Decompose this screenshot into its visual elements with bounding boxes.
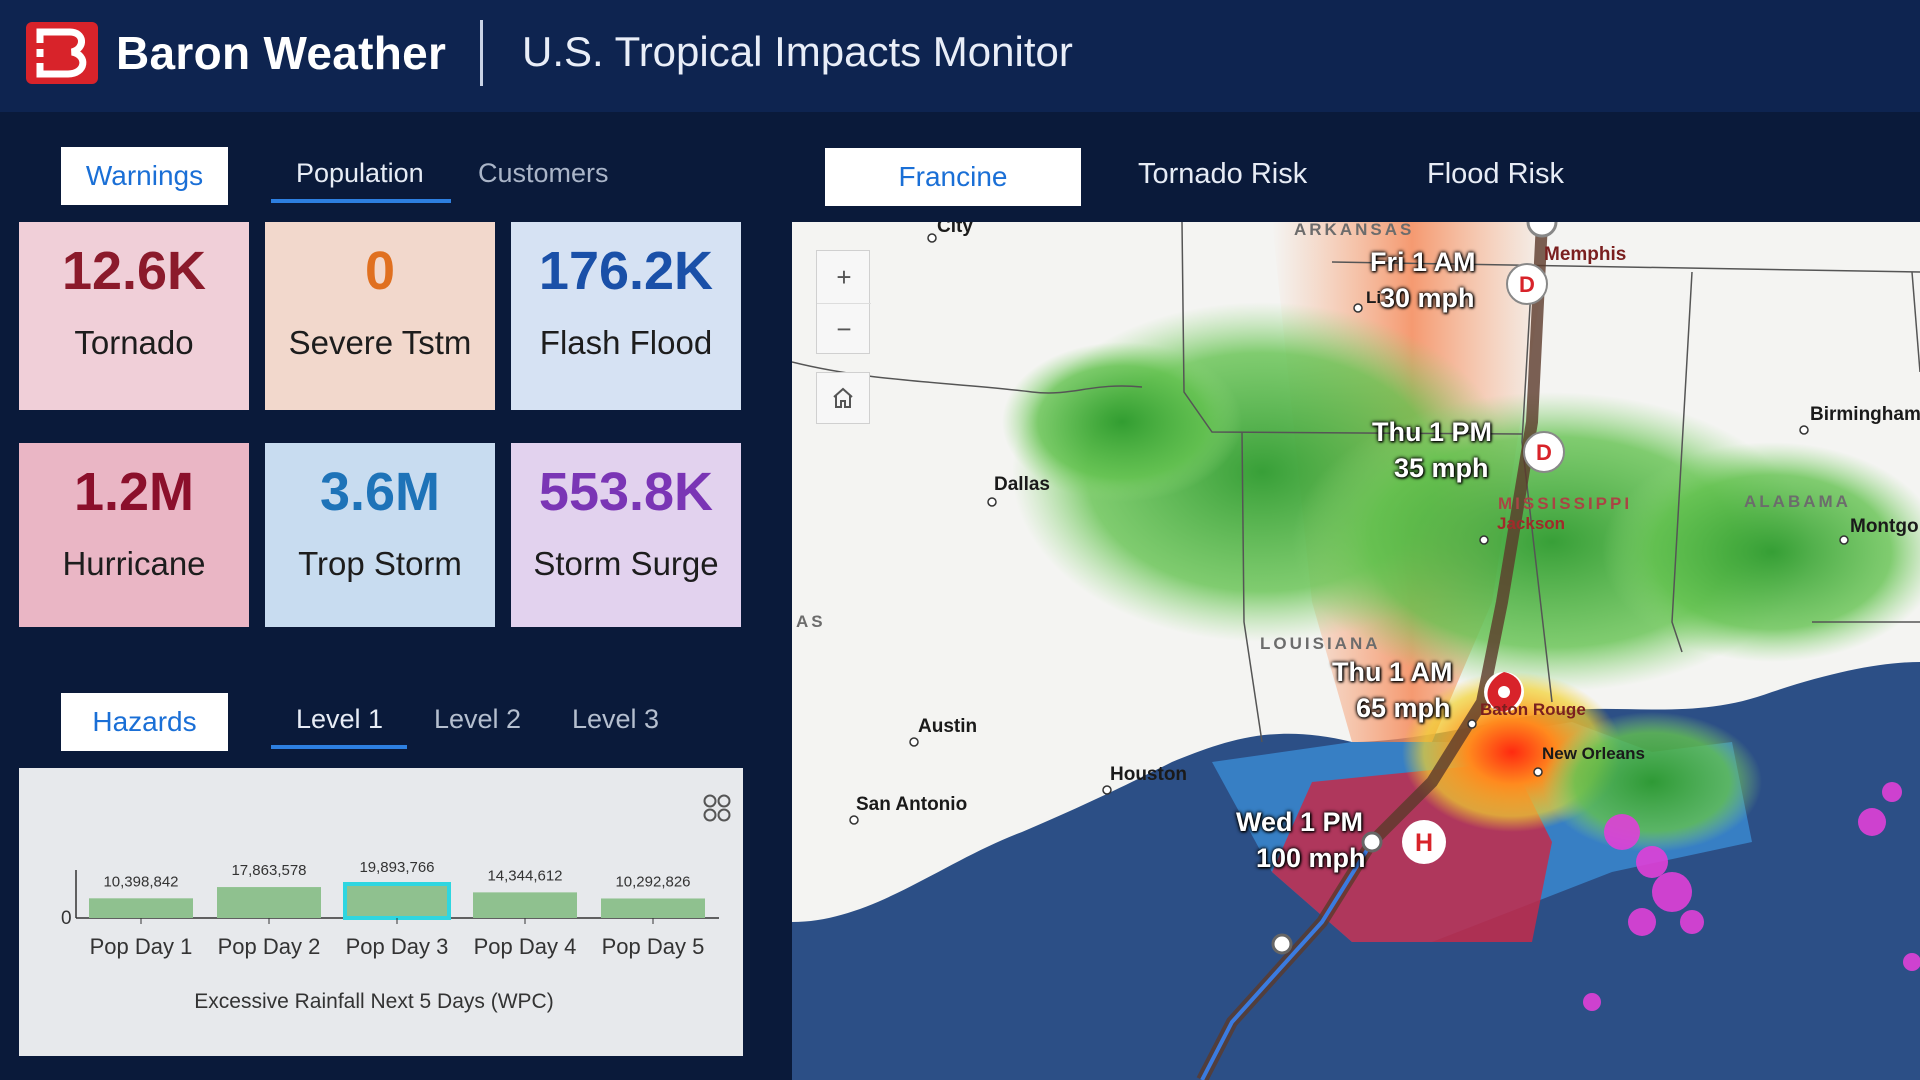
city-label: Austin: [918, 716, 978, 737]
city-label: City: [937, 222, 973, 237]
city-label: Jackson: [1497, 514, 1566, 533]
bar-value-label: 10,398,842: [103, 873, 178, 890]
stat-tile-tornado[interactable]: 12.6K Tornado: [19, 222, 249, 410]
stat-value: 3.6M: [319, 462, 441, 522]
state-label: ALABAMA: [1744, 492, 1851, 511]
tab-tornado-risk[interactable]: Tornado Risk: [1138, 158, 1308, 190]
tab-level-1[interactable]: Level 1: [296, 704, 384, 734]
x-tick-label: Pop Day 1: [90, 934, 193, 959]
state-label: AS: [796, 612, 826, 631]
tab-level-2[interactable]: Level 2: [434, 704, 522, 734]
rainfall-chart-card: 0 10,398,842 Pop Day 1 17,863,578 Pop Day 2 1…: [19, 768, 743, 1056]
x-tick-label: Pop Day 3: [346, 934, 449, 959]
forecast-point-thu-pm: Thu 1 PM 35 mph: [1372, 417, 1492, 483]
bar-value-label: 10,292,826: [615, 873, 690, 890]
bar-value-label: 14,344,612: [487, 867, 562, 884]
hurricane-marker-icon: H: [1402, 820, 1446, 864]
city-label: Houston: [1110, 764, 1188, 785]
tab-customers[interactable]: Customers: [478, 158, 609, 188]
city-label: New Orleans: [1542, 744, 1645, 763]
map-canvas: D D H: [792, 222, 1920, 1080]
forecast-point-wed: Wed 1 PM 100 mph: [1236, 807, 1366, 873]
city-label: Li: [1366, 288, 1382, 307]
state-label: ARKANSAS: [1294, 222, 1415, 239]
tab-hazards[interactable]: Hazards: [61, 693, 228, 751]
tab-flood-risk[interactable]: Flood Risk: [1427, 158, 1564, 190]
stat-tile-severe-tstm[interactable]: 0 Severe Tstm: [265, 222, 495, 410]
y-tick-label: 0: [61, 908, 72, 929]
stat-label: Trop Storm: [298, 545, 462, 582]
stat-tile-storm-surge[interactable]: 553.8K Storm Surge: [511, 443, 741, 627]
forecast-point-thu-am: Thu 1 AM 65 mph: [1332, 657, 1453, 723]
tab-population-underline: [271, 199, 451, 203]
stat-tile-flash-flood[interactable]: 176.2K Flash Flood: [511, 222, 741, 410]
city-label: Memphis: [1544, 244, 1627, 265]
stat-tile-trop-storm[interactable]: 3.6M Trop Storm: [265, 443, 495, 627]
stat-value: 553.8K: [538, 462, 714, 522]
zoom-out-button[interactable]: −: [817, 303, 871, 355]
state-label: LOUISIANA: [1260, 634, 1381, 653]
stat-label: Hurricane: [62, 545, 206, 582]
tab-francine[interactable]: Francine: [825, 148, 1081, 206]
tab-population[interactable]: Population: [296, 158, 424, 188]
x-tick-label: Pop Day 5: [602, 934, 705, 959]
bar-value-label: 19,893,766: [359, 859, 434, 876]
header-divider: [480, 20, 483, 86]
state-label: MISSISSIPPI: [1498, 494, 1633, 513]
zoom-controls: + −: [816, 250, 871, 355]
tab-warnings[interactable]: Warnings: [61, 147, 228, 205]
baron-logo-icon: [26, 22, 98, 84]
brand-name: Baron Weather: [116, 27, 447, 79]
stat-tile-hurricane[interactable]: 1.2M Hurricane: [19, 443, 249, 627]
bar-3[interactable]: [343, 882, 451, 920]
bar-4[interactable]: [473, 892, 577, 918]
stat-label: Tornado: [74, 324, 194, 361]
chart-title: Excessive Rainfall Next 5 Days (WPC): [194, 990, 553, 1013]
home-button[interactable]: [816, 372, 870, 424]
stat-value: 176.2K: [538, 241, 714, 301]
storm-map[interactable]: D D H City Memphis Birmingham Dallas Jac…: [792, 222, 1920, 1080]
city-label: Baton Rouge: [1480, 700, 1586, 719]
svg-text:H: H: [1415, 829, 1433, 857]
city-label: Montgo: [1850, 516, 1919, 537]
city-label: Dallas: [994, 474, 1050, 495]
stat-value: 12.6K: [61, 241, 207, 301]
home-icon: [833, 387, 853, 408]
zoom-in-button[interactable]: +: [836, 261, 852, 292]
stat-value: 0: [364, 241, 396, 301]
marker-d-thu-icon: D: [1523, 431, 1565, 473]
svg-text:D: D: [1519, 272, 1535, 297]
bar-1[interactable]: [89, 898, 193, 918]
app-header: Baron Weather U.S. Tropical Impacts Moni…: [0, 0, 1920, 112]
stat-value: 1.2M: [73, 462, 195, 522]
bar-5[interactable]: [601, 898, 705, 918]
marker-d-fri-icon: D: [1506, 263, 1548, 305]
tab-level-3[interactable]: Level 3: [572, 704, 660, 734]
stat-label: Severe Tstm: [288, 324, 472, 361]
grid-icon[interactable]: [703, 794, 731, 822]
rainfall-bar-chart: 0 10,398,842 Pop Day 1 17,863,578 Pop Day 2 1…: [61, 794, 731, 1013]
forecast-point-fri: Fri 1 AM 30 mph: [1370, 247, 1476, 313]
city-label: San Antonio: [856, 794, 968, 815]
city-label: Birmingham: [1810, 404, 1920, 425]
x-tick-label: Pop Day 2: [218, 934, 321, 959]
page-title: U.S. Tropical Impacts Monitor: [522, 28, 1073, 75]
stat-label: Flash Flood: [539, 324, 713, 361]
svg-text:D: D: [1536, 440, 1552, 465]
x-tick-label: Pop Day 4: [474, 934, 577, 959]
tropical-storm-icon: [1484, 672, 1524, 712]
tab-level-1-underline: [271, 745, 407, 749]
bar-2[interactable]: [217, 887, 321, 918]
stat-label: Storm Surge: [533, 545, 719, 582]
bar-value-label: 17,863,578: [231, 862, 306, 879]
